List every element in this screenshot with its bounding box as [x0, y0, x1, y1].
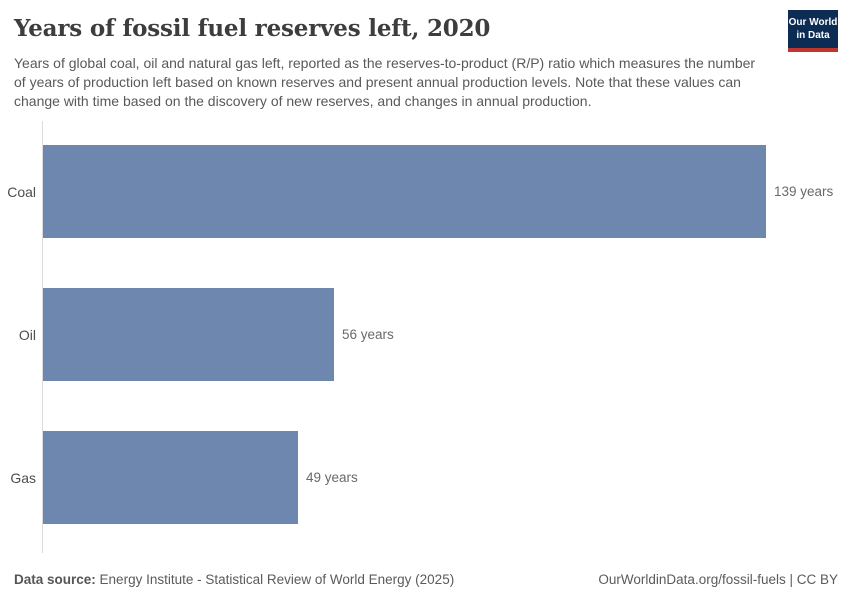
- bar-chart: Coal 139 years Oil 56 years Gas 49 years: [7, 145, 834, 524]
- bar-row: Coal 139 years: [7, 145, 834, 238]
- bar[interactable]: [43, 431, 298, 524]
- data-source: Data source: Energy Institute - Statisti…: [14, 572, 454, 587]
- license-link[interactable]: OurWorldinData.org/fossil-fuels | CC BY: [598, 572, 838, 587]
- value-label: 139 years: [774, 184, 834, 199]
- bar[interactable]: [43, 145, 766, 238]
- data-source-label: Data source:: [14, 572, 96, 587]
- page-title: Years of fossil fuel reserves left, 2020: [14, 15, 491, 42]
- bar[interactable]: [43, 288, 334, 381]
- data-source-text: Energy Institute - Statistical Review of…: [99, 572, 455, 587]
- category-label: Oil: [18, 326, 36, 343]
- owid-logo-line2: in Data: [796, 29, 830, 41]
- y-axis-line: [42, 121, 43, 553]
- value-label: 49 years: [306, 470, 358, 485]
- category-label: Coal: [7, 183, 36, 200]
- bar-row: Gas 49 years: [10, 431, 833, 524]
- owid-logo-line1: Our World: [788, 17, 838, 28]
- owid-logo[interactable]: Our World in Data: [788, 10, 838, 52]
- category-label: Gas: [10, 469, 36, 486]
- bar-row: Oil 56 years: [19, 288, 833, 381]
- value-label: 56 years: [342, 327, 394, 342]
- chart-subtitle: Years of global coal, oil and natural ga…: [14, 55, 756, 109]
- footer: Data source: Energy Institute - Statisti…: [14, 572, 838, 587]
